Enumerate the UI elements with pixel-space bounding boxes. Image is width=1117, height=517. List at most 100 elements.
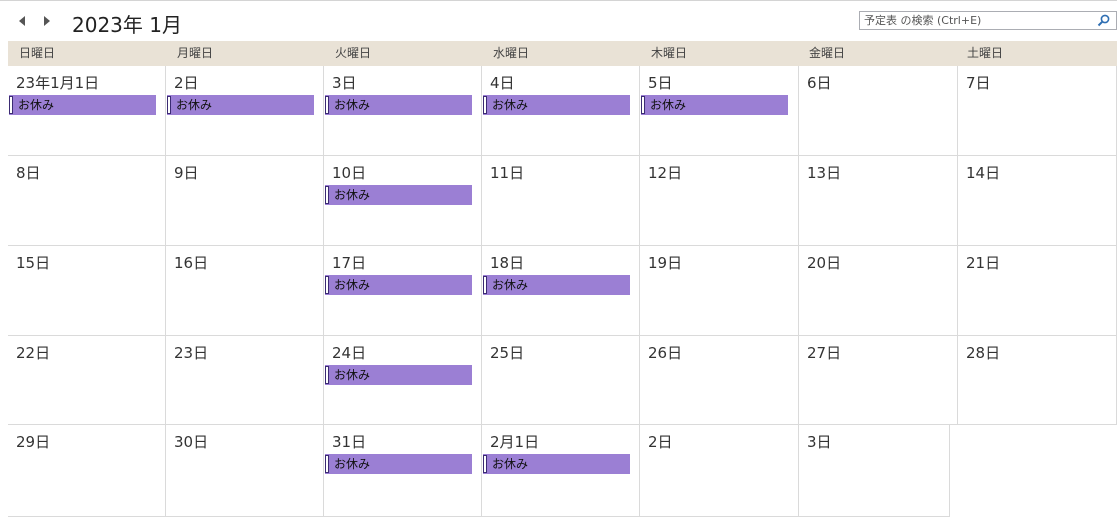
next-month-button[interactable] [40,14,54,28]
day-cell[interactable]: 31日お休み [324,425,482,517]
day-number: 20日 [807,254,842,272]
day-number: 3日 [332,74,357,92]
day-cell[interactable]: 5日お休み [640,66,799,156]
event-label: お休み [334,98,371,112]
event-item[interactable]: お休み [483,95,630,115]
day-cell[interactable]: 2日お休み [166,66,324,156]
day-cell[interactable]: 28日 [958,336,1117,425]
event-label: お休み [176,98,213,112]
previous-month-button[interactable] [16,14,30,28]
event-item[interactable]: お休み [325,365,472,385]
day-cell[interactable]: 18日 お休み [482,246,640,336]
search-icon[interactable] [1097,14,1110,27]
day-number: 3日 [807,433,832,451]
day-number: 27日 [807,344,842,362]
event-label: お休み [492,457,529,471]
day-number: 6日 [807,74,832,92]
day-number: 22日 [16,344,51,362]
day-number: 29日 [16,433,51,451]
day-number: 4日 [490,74,515,92]
day-number: 7日 [966,74,991,92]
day-number: 24日 [332,344,367,362]
event-item[interactable]: お休み [483,275,630,295]
month-title: 2023年 1月 [72,13,182,37]
day-number: 21日 [966,254,1001,272]
day-number: 11日 [490,164,525,182]
day-cell[interactable]: 2日 [640,425,799,517]
search-input[interactable] [864,13,1088,28]
day-number: 2日 [174,74,199,92]
day-number: 31日 [332,433,367,451]
day-number: 5日 [648,74,673,92]
event-status-marker [9,96,13,114]
event-item[interactable]: お休み [483,454,630,474]
day-cell[interactable]: 23日 [166,336,324,425]
day-cell[interactable]: 25日 [482,336,640,425]
day-cell[interactable]: 10日お休み [324,156,482,246]
day-cell[interactable]: 16日 [166,246,324,336]
day-number: 10日 [332,164,367,182]
day-number: 19日 [648,254,683,272]
day-cell[interactable]: 9日 [166,156,324,246]
day-number: 17日 [332,254,367,272]
weekday-sunday: 日曜日 [19,46,56,60]
day-number: 23日 [174,344,209,362]
day-number: 26日 [648,344,683,362]
weekday-friday: 金曜日 [809,46,846,60]
event-item[interactable]: お休み [325,454,472,474]
day-cell[interactable]: 12日 [640,156,799,246]
day-cell[interactable]: 14日 [958,156,1117,246]
day-cell[interactable]: 3日お休み [324,66,482,156]
day-cell[interactable]: 22日 [8,336,166,425]
day-number: 9日 [174,164,199,182]
day-cell[interactable]: 30日 [166,425,324,517]
day-cell[interactable]: 23年1月1日お休み [8,66,166,156]
calendar-search-box[interactable] [859,11,1117,30]
day-cell[interactable]: 27日 [799,336,958,425]
weekday-monday: 月曜日 [177,46,214,60]
day-cell[interactable]: 11日 [482,156,640,246]
day-cell[interactable]: 19日 [640,246,799,336]
event-status-marker [325,96,329,114]
event-label: お休み [650,98,687,112]
event-item[interactable]: お休み [167,95,314,115]
top-border [0,0,1117,1]
day-cell[interactable]: 3日 [799,425,950,517]
day-cell[interactable]: 4日お休み [482,66,640,156]
event-status-marker [325,186,329,204]
day-cell[interactable]: 20日 [799,246,958,336]
event-status-marker [325,276,329,294]
day-cell[interactable]: 21日 [958,246,1117,336]
weekday-header-row: 日曜日 月曜日 火曜日 水曜日 木曜日 金曜日 土曜日 [8,41,1117,66]
event-item[interactable]: お休み [325,95,472,115]
day-cell[interactable]: 26日 [640,336,799,425]
event-item[interactable]: お休み [325,185,472,205]
day-cell[interactable]: 17日お休み [324,246,482,336]
event-item[interactable]: お休み [641,95,788,115]
event-item[interactable]: お休み [325,275,472,295]
day-cell[interactable]: 29日 [8,425,166,517]
day-cell[interactable]: 2月1日 お休み [482,425,640,517]
event-item[interactable]: お休み [9,95,156,115]
event-status-marker [167,96,171,114]
day-cell[interactable]: 8日 [8,156,166,246]
month-grid: 23年1月1日 お休み 2日 お休み 3日 お休み 4日 お休み 5日 お休み 6日 7日 8日 9日 10… [8,66,1117,517]
day-number: 23年1月1日 [16,74,100,92]
day-cell[interactable]: 24日お休み [324,336,482,425]
weekday-wednesday: 水曜日 [493,46,530,60]
weekday-thursday: 木曜日 [651,46,688,60]
day-cell[interactable]: 6日 [799,66,958,156]
day-cell[interactable]: 15日 [8,246,166,336]
event-label: お休み [334,457,371,471]
day-number: 2日 [648,433,673,451]
day-cell[interactable]: 13日 [799,156,958,246]
day-number: 15日 [16,254,51,272]
event-status-marker [483,96,487,114]
day-number: 25日 [490,344,525,362]
day-number: 16日 [174,254,209,272]
event-status-marker [325,366,329,384]
day-cell[interactable]: 7日 [958,66,1117,156]
day-number: 28日 [966,344,1001,362]
event-label: お休み [492,98,529,112]
weekday-saturday: 土曜日 [967,46,1004,60]
